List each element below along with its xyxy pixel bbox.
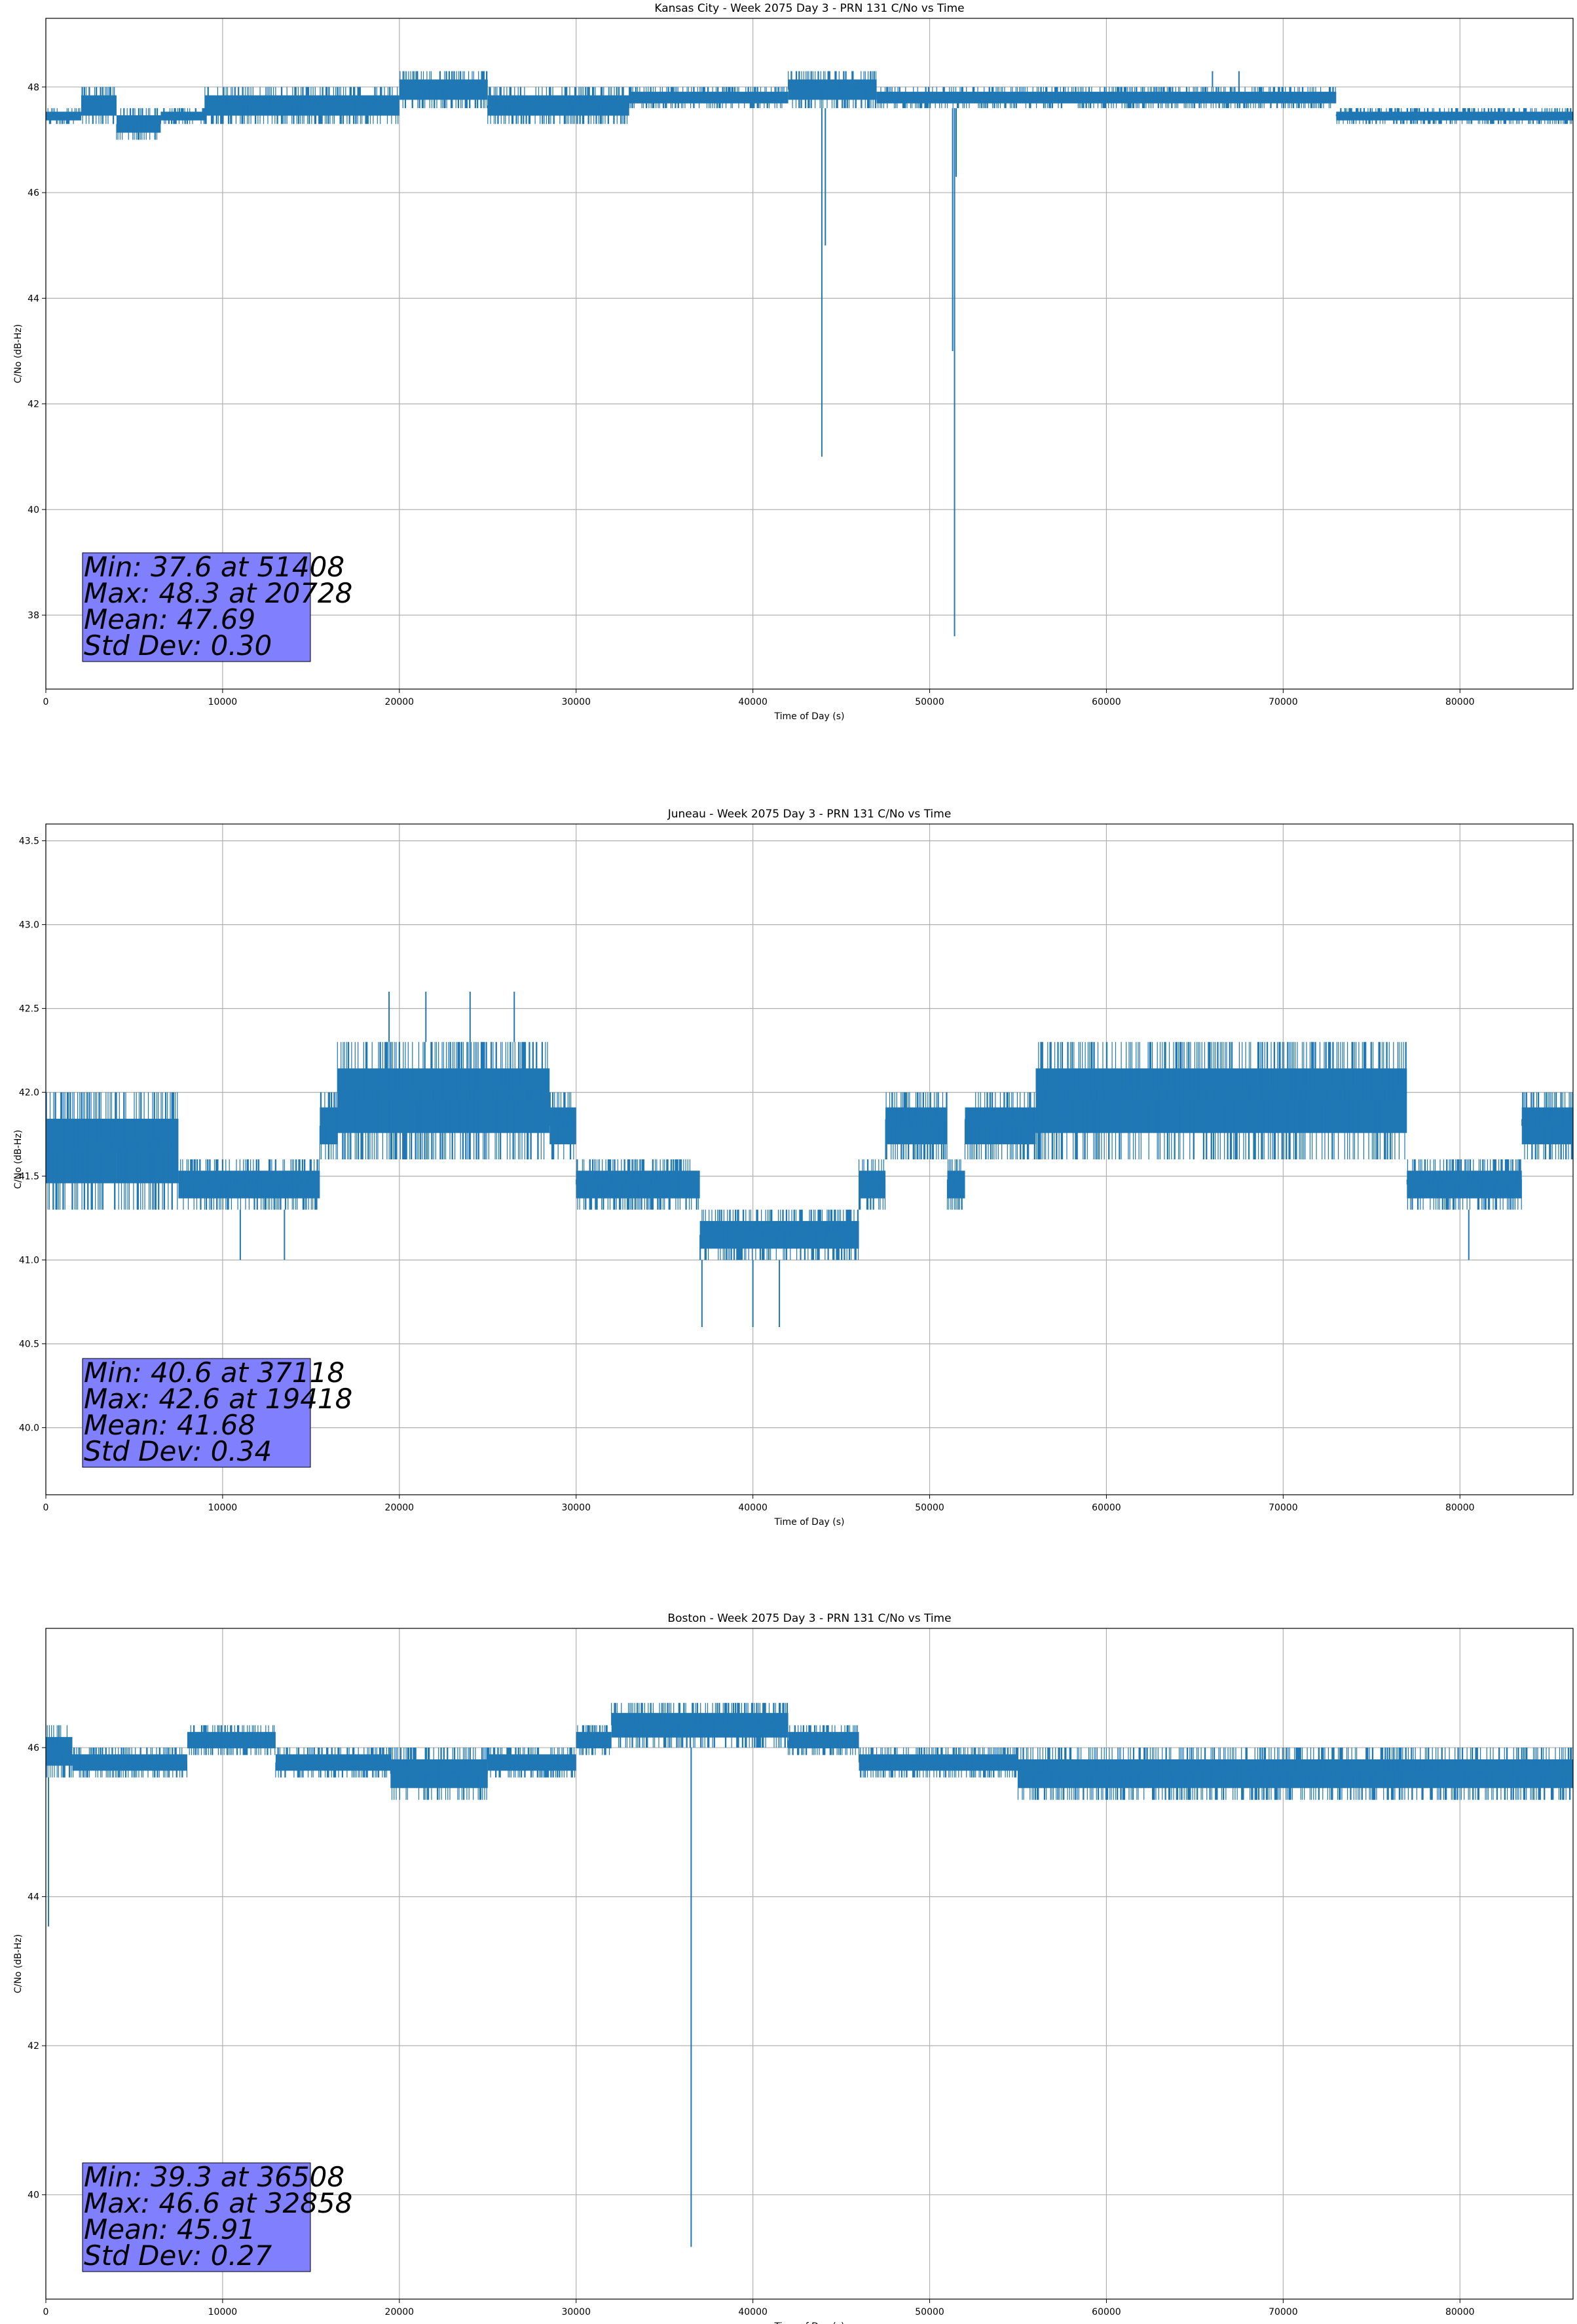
x-tick-label: 10000	[208, 1503, 238, 1513]
y-tick-label: 40	[28, 2190, 39, 2201]
x-tick-label: 70000	[1269, 2307, 1298, 2317]
stats-std: Std Dev: 0.27	[84, 2240, 272, 2272]
x-axis-label: Time of Day (s)	[774, 1517, 845, 1527]
x-tick-label: 70000	[1269, 697, 1298, 707]
x-tick-label: 10000	[208, 2307, 238, 2317]
x-tick-label: 70000	[1269, 1503, 1298, 1513]
series-line	[46, 992, 1573, 1327]
stats-max: Max: 42.6 at 19418	[84, 1383, 352, 1415]
x-tick-label: 30000	[561, 2307, 591, 2317]
x-tick-label: 50000	[915, 1503, 944, 1513]
x-tick-label: 80000	[1445, 2307, 1475, 2317]
x-axis-label: Time of Day (s)	[774, 2321, 845, 2324]
y-axis-label: C/No (dB-Hz)	[13, 1130, 24, 1189]
y-tick-label: 46	[28, 1743, 39, 1753]
stats-min: Min: 39.3 at 36508	[84, 2161, 344, 2193]
y-tick-label: 40	[28, 505, 39, 515]
x-tick-label: 0	[43, 697, 49, 707]
y-tick-label: 41.0	[19, 1256, 39, 1266]
axes-frame	[45, 18, 1574, 690]
stats-mean: Mean: 47.69	[84, 603, 255, 635]
stats-max: Max: 48.3 at 20728	[84, 577, 352, 609]
y-tick-label: 42	[28, 400, 39, 410]
y-tick-label: 48	[28, 83, 39, 93]
y-tick-label: 44	[28, 293, 39, 304]
y-tick-label: 42	[28, 2041, 39, 2052]
x-tick-label: 80000	[1445, 1503, 1475, 1513]
x-tick-label: 60000	[1092, 1503, 1121, 1513]
x-tick-label: 50000	[915, 697, 944, 707]
x-tick-label: 50000	[915, 2307, 944, 2317]
x-tick-label: 80000	[1445, 697, 1475, 707]
y-tick-label: 42.0	[19, 1088, 39, 1098]
y-tick-label: 41.5	[19, 1172, 39, 1182]
y-tick-label: 44	[28, 1892, 39, 1903]
y-tick-label: 43.5	[19, 836, 39, 847]
stats-std: Std Dev: 0.34	[84, 1435, 272, 1467]
axes-frame	[45, 1628, 1574, 2300]
x-tick-label: 30000	[561, 1503, 591, 1513]
y-tick-label: 40.5	[19, 1340, 39, 1350]
x-tick-label: 20000	[385, 1503, 415, 1513]
stats-box	[82, 2162, 311, 2272]
x-tick-label: 40000	[738, 2307, 768, 2317]
x-tick-label: 0	[43, 1503, 49, 1513]
y-axis-label: C/No (dB-Hz)	[13, 324, 24, 383]
y-tick-label: 46	[28, 188, 39, 198]
x-tick-label: 10000	[208, 697, 238, 707]
y-axis-label: C/No (dB-Hz)	[13, 1934, 24, 1993]
chart-panel-1: Kansas City - Week 2075 Day 3 - PRN 131 …	[13, 2, 1574, 722]
x-tick-label: 60000	[1092, 2307, 1121, 2317]
chart-panel-3: Boston - Week 2075 Day 3 - PRN 131 C/No …	[13, 1612, 1574, 2324]
y-tick-label: 42.5	[19, 1004, 39, 1015]
series-line	[46, 1702, 1573, 2247]
axes-frame	[45, 823, 1574, 1495]
stats-mean: Mean: 45.91	[84, 2213, 255, 2245]
stats-min: Min: 37.6 at 51408	[84, 551, 344, 583]
x-tick-label: 0	[43, 2307, 49, 2317]
y-tick-label: 38	[28, 610, 39, 621]
x-tick-label: 30000	[561, 697, 591, 707]
chart-panel-2: Juneau - Week 2075 Day 3 - PRN 131 C/No …	[13, 808, 1574, 1527]
chart-title: Kansas City - Week 2075 Day 3 - PRN 131 …	[654, 2, 964, 15]
chart-title: Juneau - Week 2075 Day 3 - PRN 131 C/No …	[667, 808, 952, 821]
series-line	[46, 71, 1573, 637]
stats-max: Max: 46.6 at 32858	[84, 2187, 352, 2219]
x-axis-label: Time of Day (s)	[774, 711, 845, 722]
x-tick-label: 20000	[385, 697, 415, 707]
stats-box	[82, 1358, 311, 1468]
stats-std: Std Dev: 0.30	[84, 629, 272, 662]
x-tick-label: 40000	[738, 697, 768, 707]
y-tick-label: 40.0	[19, 1423, 39, 1434]
x-tick-label: 60000	[1092, 697, 1121, 707]
stats-min: Min: 40.6 at 37118	[84, 1357, 344, 1389]
chart-title: Boston - Week 2075 Day 3 - PRN 131 C/No …	[667, 1612, 951, 1625]
stats-mean: Mean: 41.68	[84, 1409, 255, 1441]
x-tick-label: 20000	[385, 2307, 415, 2317]
series-strokes	[46, 1702, 1573, 1800]
y-tick-label: 43.0	[19, 920, 39, 931]
stats-box	[82, 552, 311, 662]
x-tick-label: 40000	[738, 1503, 768, 1513]
